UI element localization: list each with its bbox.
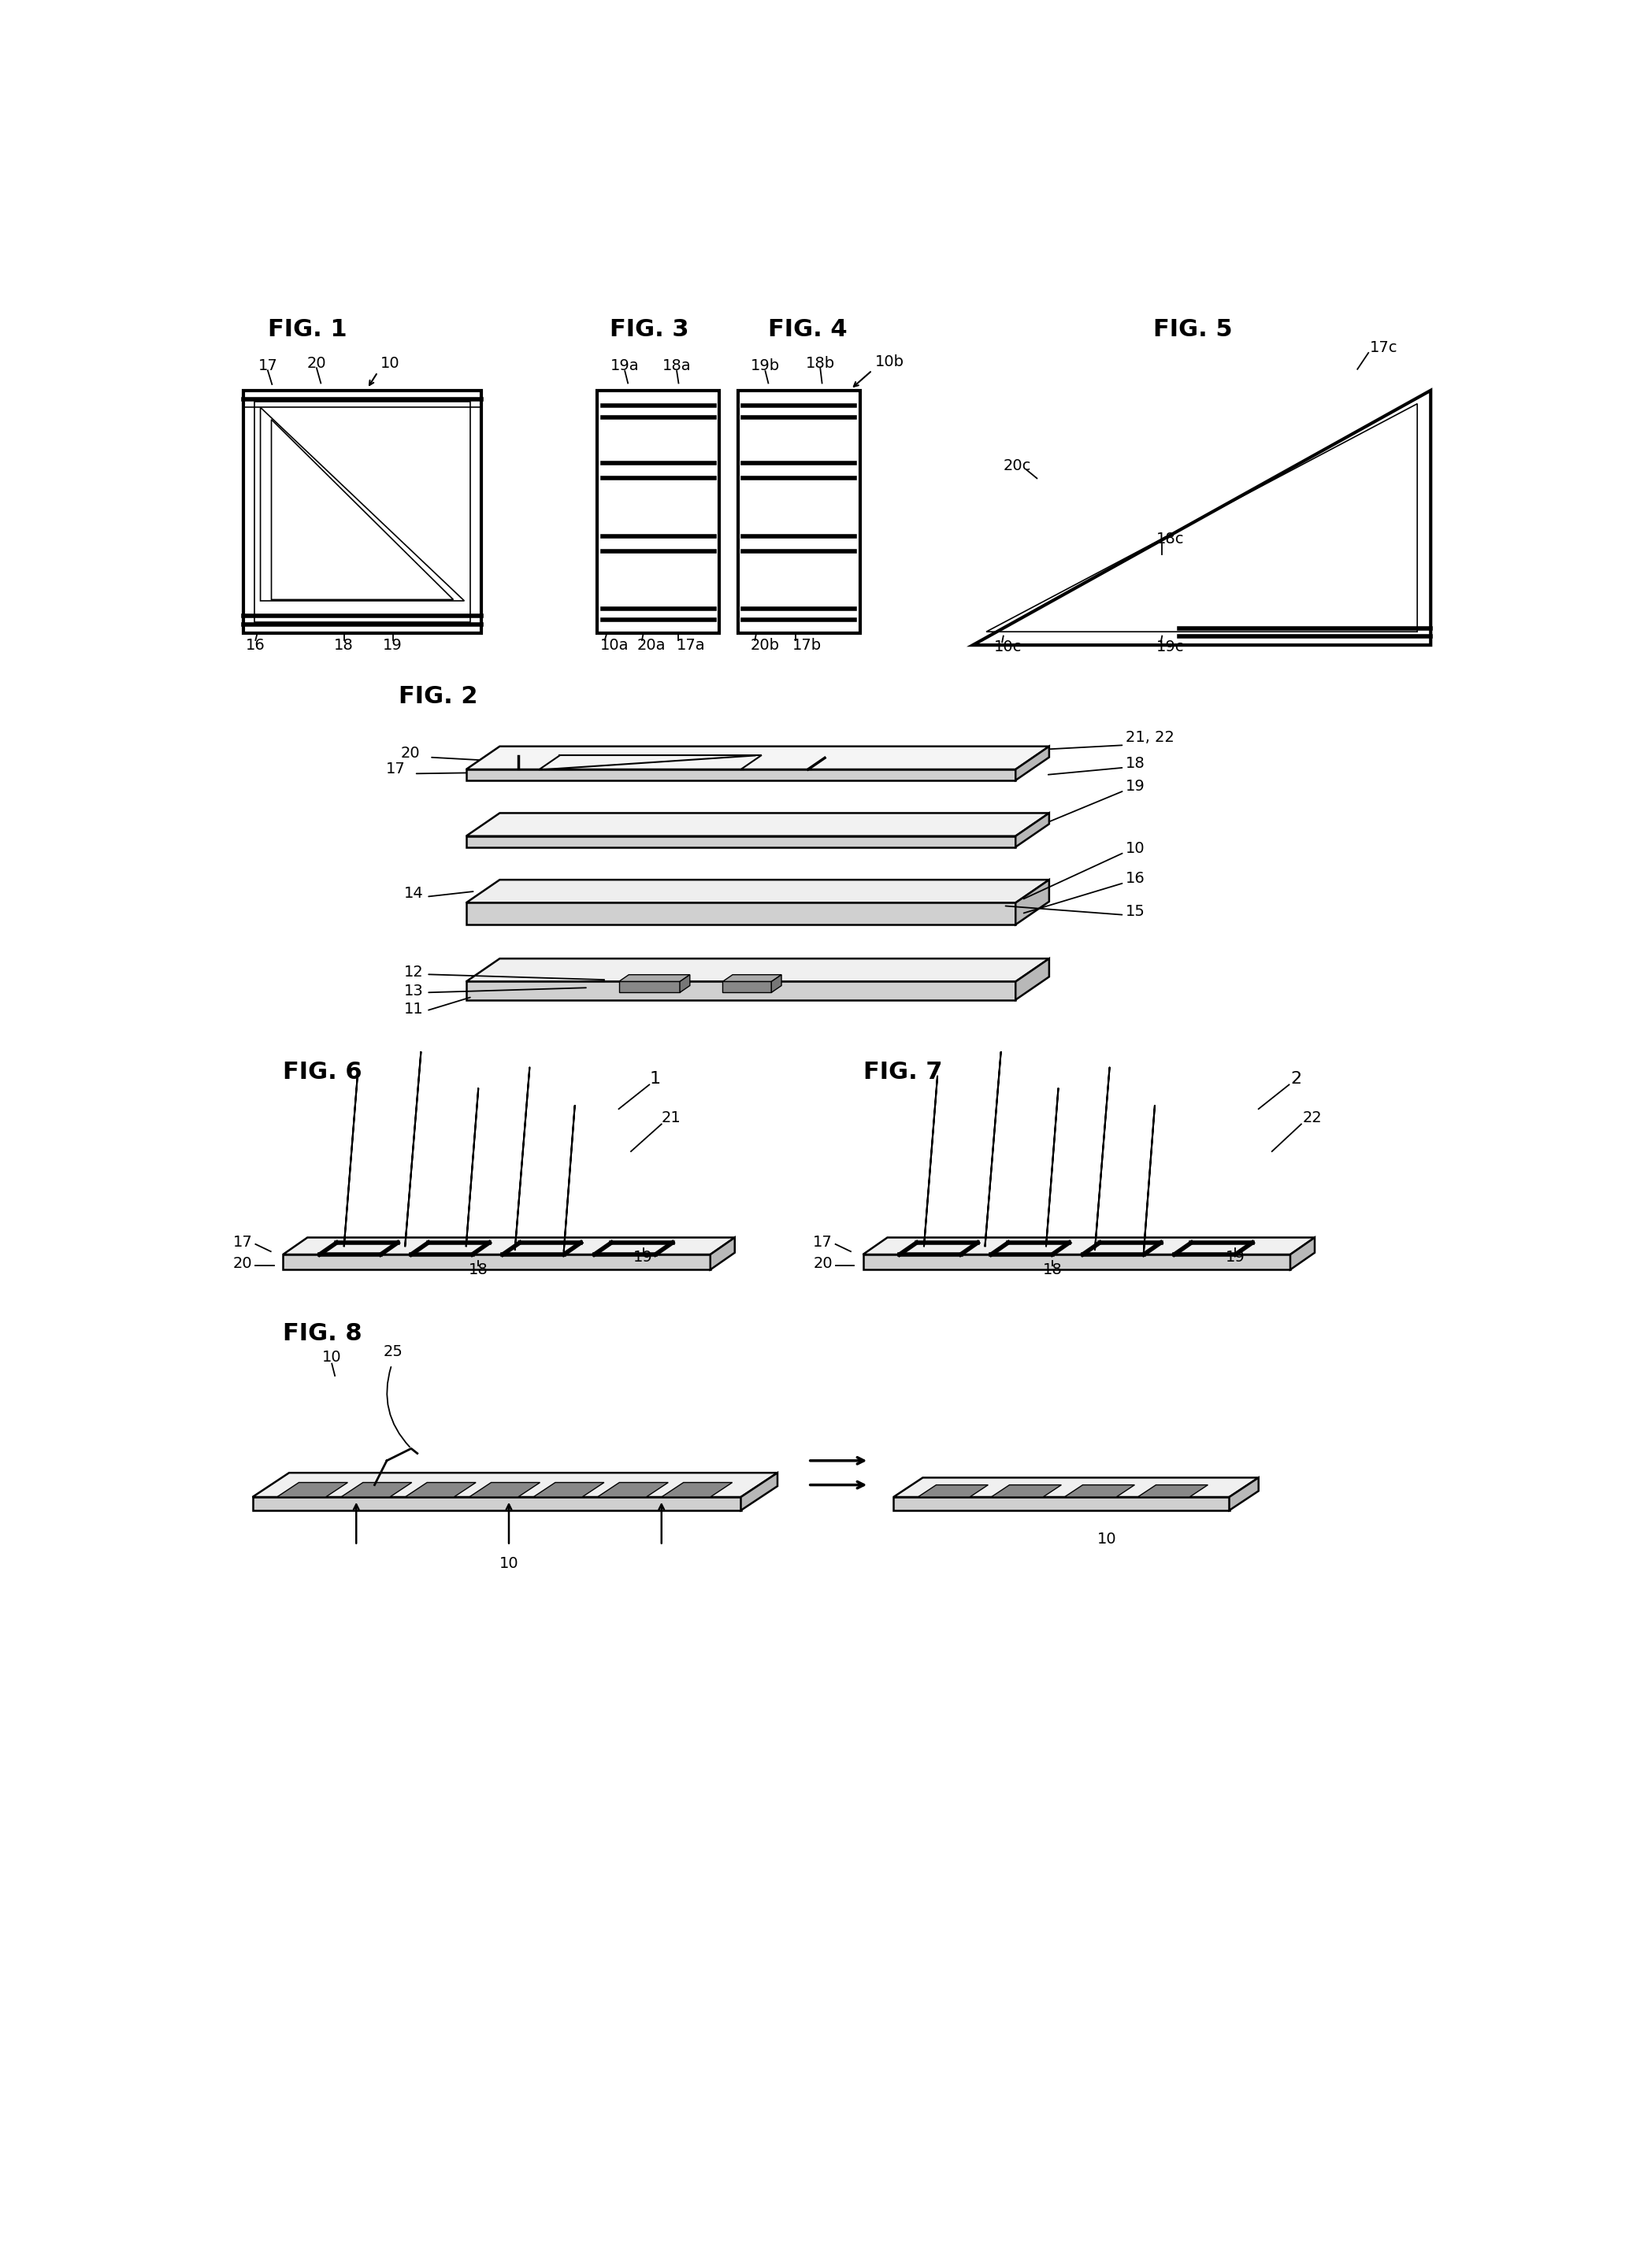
Text: 18: 18 bbox=[469, 1263, 489, 1277]
Polygon shape bbox=[723, 982, 772, 993]
Text: 18a: 18a bbox=[663, 358, 691, 374]
Polygon shape bbox=[1064, 1486, 1135, 1497]
Polygon shape bbox=[772, 975, 782, 993]
Text: 19: 19 bbox=[1225, 1250, 1245, 1266]
Polygon shape bbox=[1015, 812, 1049, 846]
Polygon shape bbox=[406, 1483, 476, 1497]
Text: 18: 18 bbox=[1043, 1263, 1062, 1277]
Text: 20a: 20a bbox=[637, 637, 666, 653]
Text: 19b: 19b bbox=[751, 358, 780, 374]
Polygon shape bbox=[340, 1483, 412, 1497]
Text: 10: 10 bbox=[381, 356, 401, 370]
Text: 21: 21 bbox=[661, 1111, 681, 1125]
Text: 12: 12 bbox=[404, 966, 424, 980]
Text: 11: 11 bbox=[404, 1002, 424, 1016]
Polygon shape bbox=[619, 982, 679, 993]
Text: 19: 19 bbox=[383, 637, 402, 653]
Text: 18: 18 bbox=[334, 637, 353, 653]
Text: 17c: 17c bbox=[1370, 340, 1398, 356]
Text: 17: 17 bbox=[257, 358, 277, 374]
Text: 22: 22 bbox=[1303, 1111, 1323, 1125]
Polygon shape bbox=[723, 975, 782, 982]
Polygon shape bbox=[990, 1486, 1062, 1497]
Text: 15: 15 bbox=[1126, 905, 1145, 919]
Polygon shape bbox=[469, 1483, 539, 1497]
Text: 17b: 17b bbox=[793, 637, 823, 653]
Text: 17: 17 bbox=[233, 1234, 252, 1250]
Text: 10: 10 bbox=[1126, 841, 1145, 855]
Polygon shape bbox=[1230, 1479, 1259, 1510]
Text: 20: 20 bbox=[813, 1256, 832, 1270]
Polygon shape bbox=[533, 1483, 604, 1497]
Text: 13: 13 bbox=[404, 984, 424, 998]
Polygon shape bbox=[466, 812, 1049, 837]
Text: 2: 2 bbox=[1290, 1070, 1302, 1086]
Polygon shape bbox=[466, 880, 1049, 903]
Polygon shape bbox=[277, 1483, 347, 1497]
Text: 17: 17 bbox=[813, 1234, 832, 1250]
Polygon shape bbox=[283, 1238, 735, 1254]
Polygon shape bbox=[466, 903, 1015, 925]
Text: 19c: 19c bbox=[1157, 640, 1184, 655]
Text: 17: 17 bbox=[386, 762, 406, 778]
Text: 16: 16 bbox=[1126, 871, 1145, 887]
Polygon shape bbox=[661, 1483, 733, 1497]
Text: FIG. 2: FIG. 2 bbox=[399, 685, 479, 708]
Polygon shape bbox=[466, 746, 1049, 769]
Text: 25: 25 bbox=[383, 1345, 402, 1359]
Text: 10b: 10b bbox=[875, 354, 904, 370]
Text: 19: 19 bbox=[634, 1250, 653, 1266]
Text: FIG. 5: FIG. 5 bbox=[1153, 318, 1232, 340]
Text: 19: 19 bbox=[1126, 778, 1145, 794]
Polygon shape bbox=[252, 1472, 777, 1497]
Polygon shape bbox=[1015, 959, 1049, 1000]
Polygon shape bbox=[1290, 1238, 1315, 1270]
Text: 20c: 20c bbox=[1003, 458, 1031, 474]
Text: 10: 10 bbox=[1098, 1531, 1117, 1547]
Polygon shape bbox=[466, 982, 1015, 1000]
Text: 20: 20 bbox=[401, 746, 420, 760]
Text: 20: 20 bbox=[306, 356, 326, 370]
Polygon shape bbox=[1015, 880, 1049, 925]
Polygon shape bbox=[863, 1254, 1290, 1270]
Text: 10: 10 bbox=[498, 1556, 518, 1572]
Text: 18b: 18b bbox=[806, 356, 834, 370]
Text: FIG. 4: FIG. 4 bbox=[769, 318, 847, 340]
Polygon shape bbox=[466, 837, 1015, 846]
Polygon shape bbox=[466, 959, 1049, 982]
Text: FIG. 8: FIG. 8 bbox=[283, 1322, 362, 1345]
Text: 18c: 18c bbox=[1157, 531, 1184, 547]
Polygon shape bbox=[741, 1472, 777, 1510]
Polygon shape bbox=[466, 769, 1015, 780]
Text: 10: 10 bbox=[323, 1349, 342, 1365]
Text: FIG. 7: FIG. 7 bbox=[863, 1061, 942, 1084]
Text: 1: 1 bbox=[650, 1070, 660, 1086]
Text: 19a: 19a bbox=[611, 358, 639, 374]
Polygon shape bbox=[917, 1486, 989, 1497]
Polygon shape bbox=[252, 1497, 741, 1510]
Text: FIG. 3: FIG. 3 bbox=[609, 318, 689, 340]
Polygon shape bbox=[893, 1479, 1259, 1497]
Polygon shape bbox=[1137, 1486, 1207, 1497]
Text: 17a: 17a bbox=[676, 637, 705, 653]
Text: FIG. 6: FIG. 6 bbox=[283, 1061, 362, 1084]
Text: 18: 18 bbox=[1126, 755, 1145, 771]
Text: 20: 20 bbox=[233, 1256, 252, 1270]
Polygon shape bbox=[619, 975, 689, 982]
Polygon shape bbox=[893, 1497, 1230, 1510]
Polygon shape bbox=[679, 975, 689, 993]
Polygon shape bbox=[863, 1238, 1315, 1254]
Text: 10a: 10a bbox=[601, 637, 629, 653]
Polygon shape bbox=[598, 1483, 668, 1497]
Text: 14: 14 bbox=[404, 887, 424, 900]
Text: 20b: 20b bbox=[749, 637, 779, 653]
Text: 21, 22: 21, 22 bbox=[1126, 730, 1175, 746]
Text: 10c: 10c bbox=[994, 640, 1021, 655]
Polygon shape bbox=[710, 1238, 735, 1270]
Polygon shape bbox=[1015, 746, 1049, 780]
Polygon shape bbox=[283, 1254, 710, 1270]
Text: 16: 16 bbox=[246, 637, 266, 653]
Text: FIG. 1: FIG. 1 bbox=[267, 318, 347, 340]
